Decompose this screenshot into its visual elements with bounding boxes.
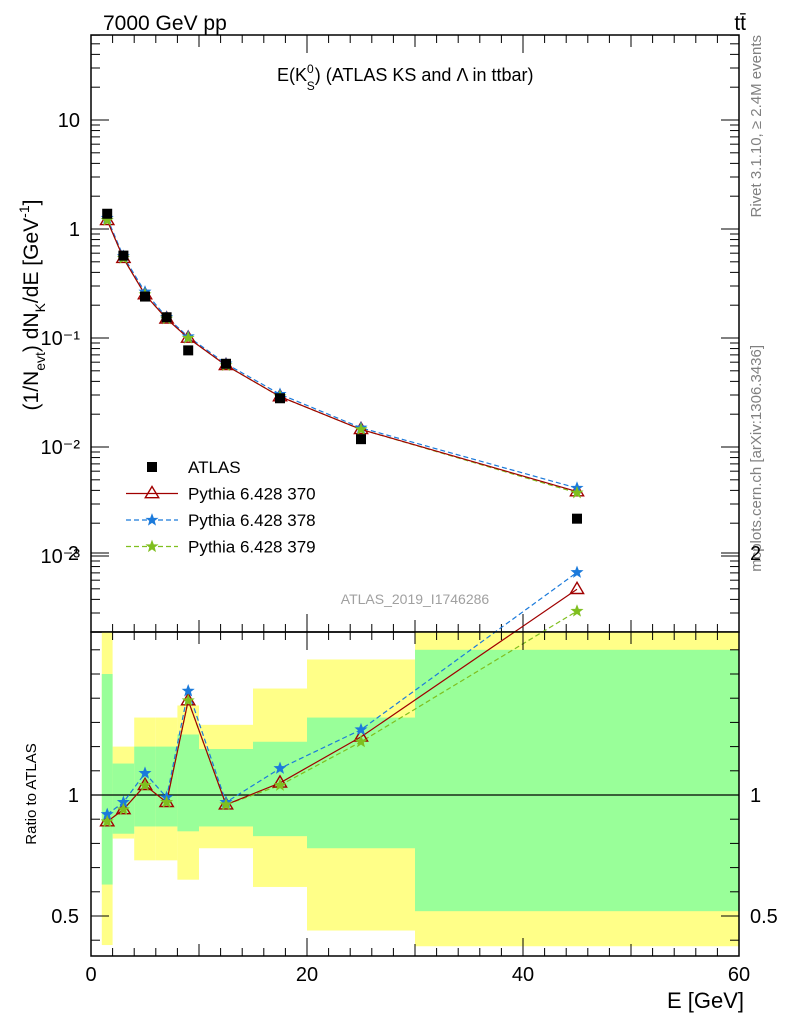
legend-marker xyxy=(145,539,159,553)
legend-label: Pythia 6.428 370 xyxy=(188,485,316,504)
chart-title: E(K0 S) (ATLAS KS and Λ in ttbar) xyxy=(277,62,534,93)
process-label: tt̄ xyxy=(734,12,746,35)
data-point xyxy=(183,345,194,356)
ratio-point xyxy=(354,722,368,736)
ratio-point xyxy=(570,604,584,617)
y-tick-label: 10⁻³ xyxy=(41,546,81,568)
data-point xyxy=(572,513,582,524)
y-tick-label: 10 xyxy=(58,110,80,132)
ratio-point xyxy=(219,797,233,811)
chart-title-sup: 0 xyxy=(307,62,314,76)
ratio-plot-area xyxy=(91,565,739,947)
legend-label: Pythia 6.428 379 xyxy=(188,538,316,557)
x-tick-label: 40 xyxy=(512,964,534,986)
uncertainty-band-inner xyxy=(101,674,113,885)
data-point xyxy=(570,485,584,499)
ratio-point xyxy=(569,580,585,595)
legend-marker xyxy=(145,513,159,526)
ratio-tick-label: 2 xyxy=(750,543,761,565)
ratio-point xyxy=(354,734,368,748)
y-tick-label: 1 xyxy=(69,219,80,241)
rivet-version-label: Rivet 3.1.10, ≥ 2.4M events xyxy=(748,35,765,218)
chart-title-prefix: E(K xyxy=(277,65,307,85)
ratio-point xyxy=(181,684,195,697)
ratio-point xyxy=(273,761,287,774)
data-point xyxy=(221,358,231,369)
x-tick-label: 20 xyxy=(296,964,318,986)
ratio-point xyxy=(116,802,130,816)
data-point xyxy=(569,483,585,497)
x-tick-label: 0 xyxy=(85,964,96,986)
y-tick-label: 10⁻¹ xyxy=(41,328,81,350)
ratio-point xyxy=(273,778,287,791)
ratio-point xyxy=(570,565,584,578)
series-line-pythia-6.428-378 xyxy=(106,217,578,489)
ratio-point xyxy=(181,693,195,707)
uncertainty-band-inner xyxy=(415,649,739,912)
uncertainty-band-inner xyxy=(253,741,307,837)
y-label-c: ) dN xyxy=(20,312,43,352)
uncertainty-band-inner xyxy=(177,734,199,832)
ratio-y-axis-label: Ratio to ATLAS xyxy=(23,743,40,844)
mcplots-label: mcplots.cern.ch [arXiv:1306.3436] xyxy=(748,345,765,572)
ratio-line xyxy=(106,571,578,815)
main-panel: 10⁻³ 10⁻² 10⁻¹ 1 10 E(K0 S) (ATLAS KS and Λ i… xyxy=(16,34,740,633)
main-plot-area xyxy=(99,208,585,524)
data-point xyxy=(356,434,366,445)
series-line-pythia-6.428-379 xyxy=(106,220,578,494)
ratio-tick-label: 0.5 xyxy=(51,906,79,928)
ratio-panel: 0.5 0.51 12 20 20 40 60 Ratio to ATLAS xyxy=(23,543,778,986)
analysis-label: ATLAS_2019_I1746286 xyxy=(341,591,490,607)
y-label-d: K xyxy=(32,302,48,312)
data-point xyxy=(140,291,150,302)
data-point xyxy=(354,422,368,436)
legend-label: ATLAS xyxy=(188,458,241,477)
series-line-pythia-6.428-370 xyxy=(106,220,578,493)
x-tick-label: 60 xyxy=(728,964,750,986)
y-label-g: ] xyxy=(20,200,43,206)
ratio-point xyxy=(100,814,114,828)
ratio-point xyxy=(160,795,174,808)
ratio-tick-label: 0.5 xyxy=(750,906,778,928)
legend-marker xyxy=(144,485,160,499)
chart-title-sub: S xyxy=(307,79,315,93)
legend-marker xyxy=(147,462,157,472)
main-axis-ticks: 10⁻³ 10⁻² 10⁻¹ 1 10 xyxy=(41,34,740,632)
legend-label: Pythia 6.428 378 xyxy=(188,511,316,530)
chart-title-suffix: ) (ATLAS KS and Λ in ttbar) xyxy=(315,65,534,85)
data-point xyxy=(275,393,285,404)
legend: ATLAS Pythia 6.428 370 Pythia 6.428 378 Pyt… xyxy=(126,458,316,557)
x-axis-label: E [GeV] xyxy=(667,988,744,1013)
data-point xyxy=(161,312,172,323)
y-axis-label: (1/Nevt) dNK/dE [GeV-1] xyxy=(16,200,48,411)
uncertainty-band-inner xyxy=(199,749,253,827)
data-point xyxy=(118,250,129,261)
ratio-tick-label: 1 xyxy=(750,785,761,807)
beam-label: 7000 GeV pp xyxy=(103,12,227,35)
ratio-tick-label: 2 xyxy=(68,543,79,565)
y-tick-label: 10⁻² xyxy=(41,437,81,459)
y-label-b: evt xyxy=(32,352,48,371)
ratio-point xyxy=(138,766,152,779)
data-point xyxy=(181,331,195,344)
ratio-point xyxy=(138,778,152,791)
y-label-e: /dE [GeV xyxy=(20,218,43,303)
y-label-a: (1/N xyxy=(20,371,43,411)
ratio-axis-ticks: 0.5 0.51 12 20 20 40 60 xyxy=(51,543,778,986)
ratio-tick-label: 1 xyxy=(68,785,79,807)
y-label-f: -1 xyxy=(16,205,32,218)
data-point xyxy=(102,208,113,219)
